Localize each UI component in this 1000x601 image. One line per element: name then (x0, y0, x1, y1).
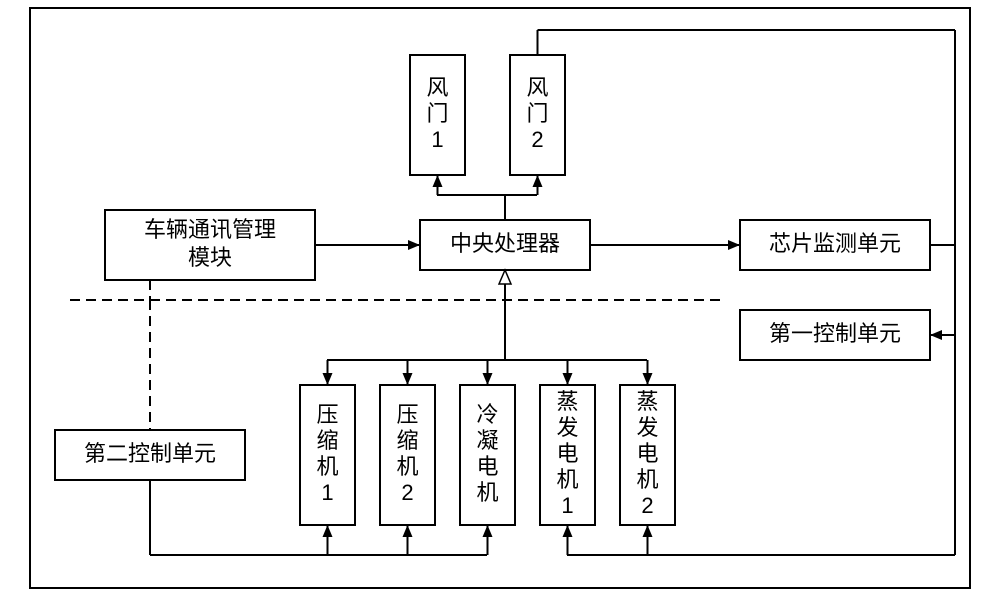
evap2-label: 2 (641, 493, 653, 518)
evap1-label: 电 (556, 441, 578, 466)
ctrl1-label: 第一控制单元 (769, 321, 901, 346)
comp2-label: 机 (396, 454, 418, 479)
comp1-label: 1 (321, 480, 333, 505)
comp2-label: 压 (396, 402, 418, 427)
evap2-label: 蒸 (636, 389, 658, 414)
cpu-label: 中央处理器 (450, 231, 560, 256)
damper1-label: 门 (426, 101, 448, 126)
comm-label: 模块 (188, 245, 232, 270)
damper2-label: 风 (526, 75, 548, 100)
chip-label: 芯片监测单元 (769, 231, 901, 256)
cond-label: 电 (476, 454, 498, 479)
evap1-label: 发 (556, 415, 578, 440)
evap2-label: 电 (636, 441, 658, 466)
evap1-label: 机 (556, 467, 578, 492)
diagram-canvas: 风门1风门2车辆通讯管理模块中央处理器芯片监测单元第一控制单元第二控制单元压缩机… (0, 0, 1000, 601)
cond-label: 冷 (476, 402, 498, 427)
comp1-label: 缩 (316, 428, 338, 453)
damper2-label: 门 (526, 101, 548, 126)
comm-label: 车辆通讯管理 (144, 217, 276, 242)
evap1-label: 蒸 (556, 389, 578, 414)
evap2-label: 发 (636, 415, 658, 440)
damper1-label: 风 (426, 75, 448, 100)
comp2-label: 2 (401, 480, 413, 505)
cond-label: 机 (476, 480, 498, 505)
comp1-label: 压 (316, 402, 338, 427)
ctrl2-label: 第二控制单元 (84, 441, 216, 466)
evap2-label: 机 (636, 467, 658, 492)
cond-label: 凝 (476, 428, 498, 453)
damper2-label: 2 (531, 127, 543, 152)
damper1-label: 1 (431, 127, 443, 152)
comp1-label: 机 (316, 454, 338, 479)
evap1-label: 1 (561, 493, 573, 518)
comp2-label: 缩 (396, 428, 418, 453)
